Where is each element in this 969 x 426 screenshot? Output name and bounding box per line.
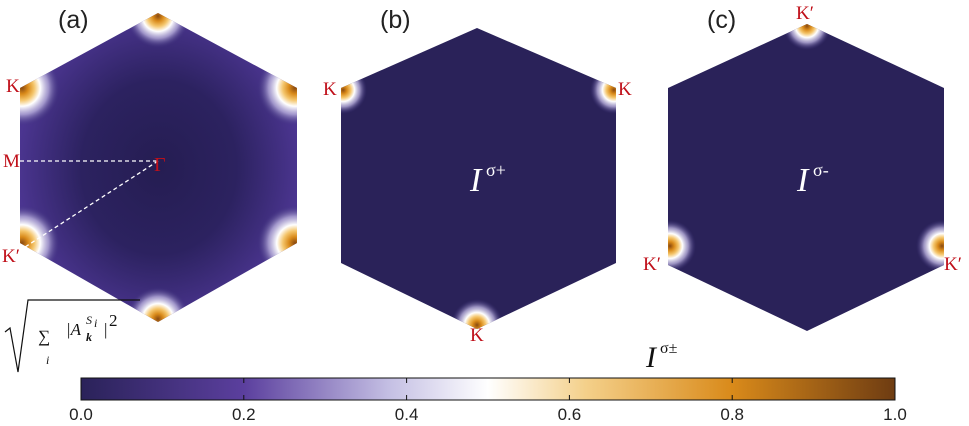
point-m-label: M: [3, 151, 20, 172]
formula-subscript: k: [86, 330, 92, 344]
path-gamma-kprime: [21, 160, 159, 250]
colorbar-gradient: [80, 377, 896, 401]
intensity-symbol-c: I: [796, 162, 810, 199]
hotspot-top: [126, 13, 190, 48]
colorbar-tick-label: 0.0: [69, 405, 93, 424]
colorbar-title-sup: σ±: [660, 340, 678, 357]
formula-tail: |: [104, 320, 107, 339]
intensity-sup-c: σ-: [813, 160, 829, 180]
formula-superscript: S: [86, 313, 92, 327]
panel-label-c: (c): [707, 6, 736, 34]
colorbar: I σ± 0.0 0.2 0.4 0.6 0.8 1.0: [69, 340, 907, 424]
colorbar-tick-label: 1.0: [883, 405, 907, 424]
intensity-sup-b: σ+: [486, 160, 506, 180]
colorbar-tick-label: 0.6: [558, 405, 582, 424]
colorbar-title: I: [645, 341, 658, 374]
panel-label-a: (a): [58, 6, 89, 34]
panel-a: (a) K M Γ K′: [2, 6, 297, 322]
colorbar-ticks: 0.0 0.2 0.4 0.6 0.8 1.0: [69, 378, 907, 424]
point-k-left-label: K: [323, 79, 337, 100]
amplitude-formula: ∑ i |A k S i | 2: [4, 299, 140, 373]
point-k-right-label: K: [618, 79, 632, 100]
colorbar-tick-label: 0.4: [395, 405, 419, 424]
formula-sum: ∑: [38, 327, 50, 346]
point-k-bottom-label: K: [470, 325, 484, 346]
panel-c: (c) K′ K′ K′ I σ-: [643, 3, 962, 331]
colorbar-tick-label: 0.8: [720, 405, 744, 424]
point-k-label: K: [6, 76, 20, 97]
hotspot-bottom: [126, 287, 190, 322]
formula-index: i: [46, 353, 49, 367]
point-kprime-label: K′: [2, 246, 20, 267]
point-kprime-right-label: K′: [944, 254, 962, 275]
colorbar-tick-label: 0.2: [232, 405, 256, 424]
hotspot-lower-right: [257, 205, 297, 281]
hotspot-upper-right: [257, 50, 297, 126]
panel-b: (b) K K K I σ+: [323, 6, 632, 346]
hotspot-lower-right: [916, 220, 944, 272]
point-gamma-label: Γ: [154, 154, 166, 176]
formula-power: 2: [109, 311, 118, 330]
sqrt-sign: [4, 299, 140, 373]
intensity-symbol-b: I: [469, 162, 483, 199]
point-kprime-top-label: K′: [796, 3, 814, 24]
formula-superscript-sub: i: [94, 316, 97, 330]
point-kprime-left-label: K′: [643, 254, 661, 275]
formula-body: |A: [66, 320, 82, 339]
hotspot-lower-left: [668, 220, 696, 272]
panel-label-b: (b): [380, 6, 411, 34]
hotspot-top: [783, 24, 831, 50]
hotspot-bottom: [451, 299, 503, 329]
